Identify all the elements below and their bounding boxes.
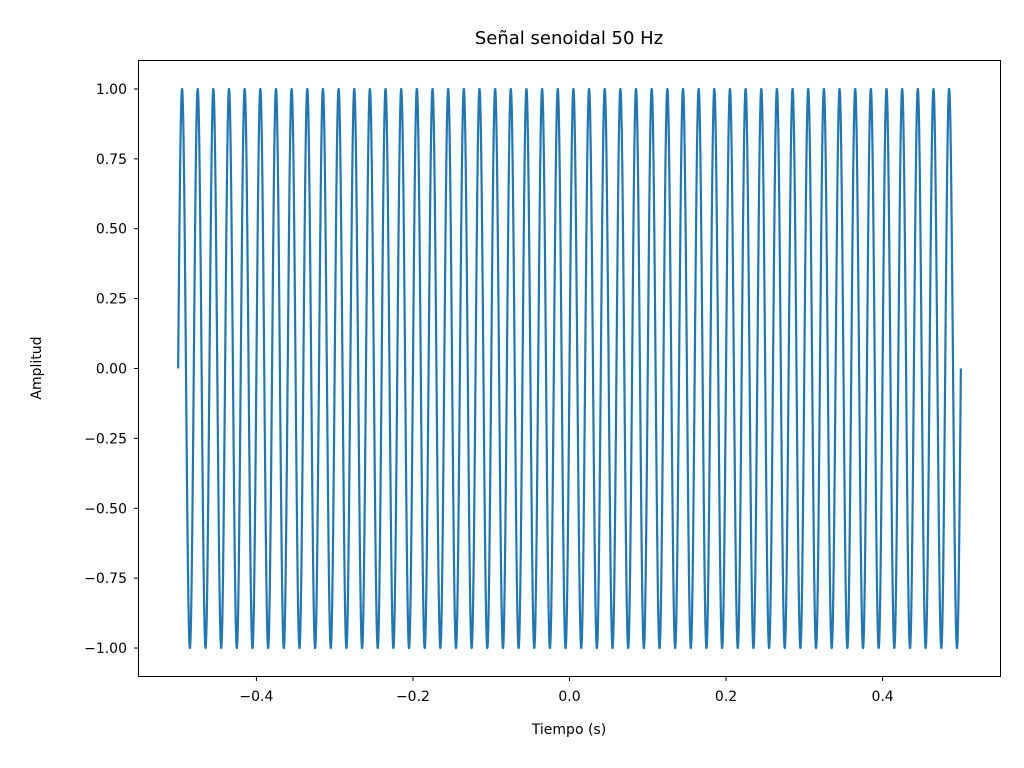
x-tick-label: −0.2 [396,689,430,705]
x-tick-label: −0.4 [239,689,273,705]
sine-series [177,87,962,650]
x-tick-label: 0.0 [558,689,580,705]
chart-title: Señal senoidal 50 Hz [475,28,663,49]
y-tick-label: −0.25 [84,431,127,447]
y-tick-label: 0.50 [96,222,127,238]
y-axis-label: Amplitud [29,336,45,399]
x-axis-label: Tiempo (s) [531,722,606,738]
y-tick-label: −0.75 [84,571,127,587]
y-tick-label: 0.25 [96,292,127,308]
y-axis: 1.00 0.75 0.50 0.25 0.00 −0.25 −0.50 −0.75 −1.00 [84,82,139,657]
x-tick-label: 0.2 [715,689,737,705]
y-tick-label: 0.00 [96,362,127,378]
y-tick-label: −0.50 [84,501,127,517]
x-axis: −0.4 −0.2 0.0 0.2 0.4 [239,676,894,705]
y-tick-label: 0.75 [96,152,127,168]
sine-wave-line [177,87,962,650]
x-tick-label: 0.4 [871,689,893,705]
y-tick-label: 1.00 [96,82,127,98]
y-tick-label: −1.00 [84,641,127,657]
